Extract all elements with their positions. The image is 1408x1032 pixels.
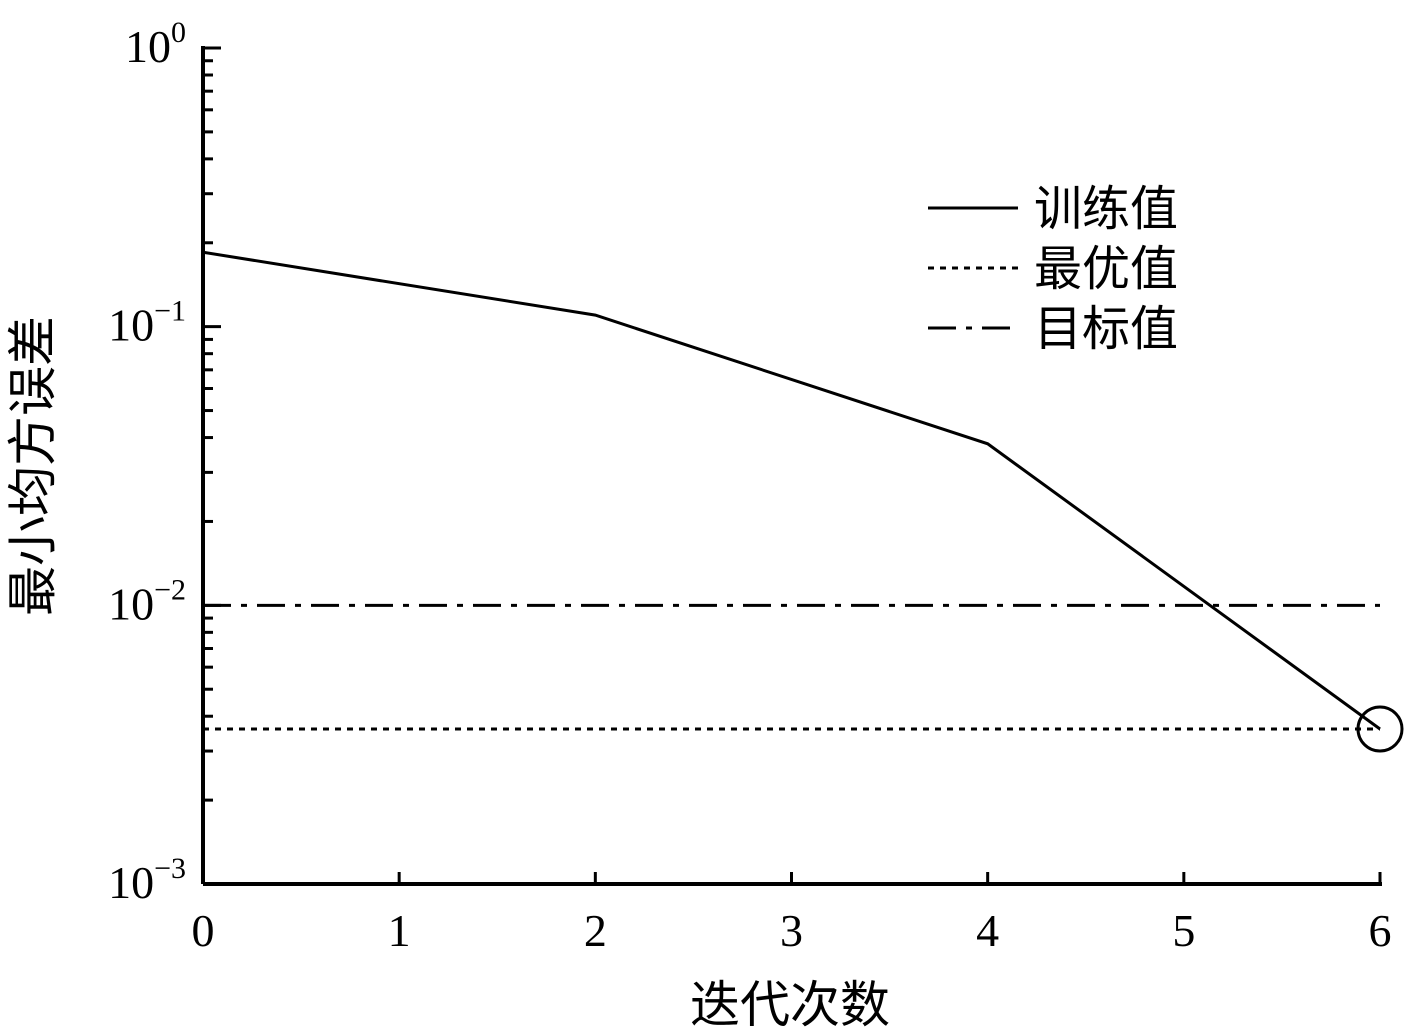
y-tick-label: 10−1 xyxy=(108,295,186,351)
x-tick-label: 4 xyxy=(976,905,999,956)
x-tick-label: 2 xyxy=(584,905,607,956)
y-axis-label: 最小均方误差 xyxy=(4,316,62,616)
legend-label: 最优值 xyxy=(1034,241,1178,297)
x-tick-label: 0 xyxy=(192,905,215,956)
series xyxy=(202,250,1404,753)
x-axis-label: 迭代次数 xyxy=(690,976,890,1032)
series-line-1 xyxy=(202,250,1381,731)
y-tick-label: 10−3 xyxy=(108,852,186,908)
optimum-circle-marker xyxy=(1356,705,1404,753)
axes xyxy=(201,46,1382,886)
y-tick-label: 100 xyxy=(125,16,186,72)
legend-label: 目标值 xyxy=(1034,301,1178,357)
ticks: 0 1 2 3 4 5 6 100 10−1 10−2 10−3 xyxy=(108,16,1391,956)
x-tick-label: 1 xyxy=(388,905,411,956)
x-tick-label: 5 xyxy=(1172,905,1195,956)
x-tick-label: 6 xyxy=(1369,905,1392,956)
x-tick-label: 3 xyxy=(780,905,803,956)
legend-label: 训练值 xyxy=(1034,181,1178,237)
y-tick-label: 10−2 xyxy=(108,573,186,629)
